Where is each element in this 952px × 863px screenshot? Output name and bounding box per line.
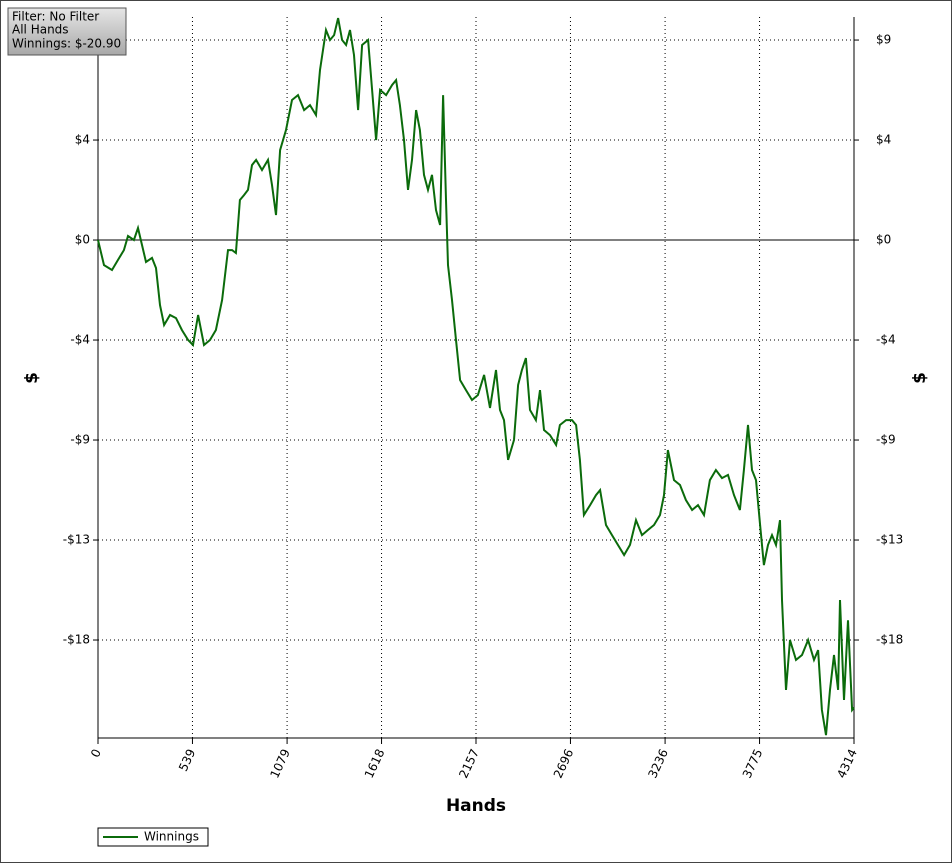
y2-tick-label: -$18 — [876, 633, 903, 647]
legend-label: Winnings — [144, 830, 199, 844]
info-box — [7, 7, 127, 56]
y2-tick-label: $4 — [876, 133, 891, 147]
x-axis-label: Hands — [446, 796, 506, 816]
y2-tick-label: $9 — [876, 33, 891, 47]
y-tick-label: $4 — [75, 133, 90, 147]
y-tick-label: -$13 — [63, 533, 90, 547]
info-line: All Hands — [12, 23, 69, 37]
y2-tick-label: -$9 — [876, 433, 896, 447]
series-line — [97, 17, 855, 736]
y2-axis-label: $ — [910, 372, 930, 384]
y-tick-label: -$18 — [63, 633, 90, 647]
y-tick-label: -$4 — [70, 333, 90, 347]
y2-tick-label: $0 — [876, 233, 891, 247]
legend — [97, 827, 209, 847]
y2-tick-label: -$13 — [876, 533, 903, 547]
info-line: Winnings: $-20.90 — [12, 37, 121, 51]
y2-tick-label: -$4 — [876, 333, 896, 347]
y-axis-label: $ — [22, 372, 42, 384]
y-tick-label: -$9 — [70, 433, 90, 447]
y-tick-label: $0 — [75, 233, 90, 247]
info-line: Filter: No Filter — [12, 10, 99, 24]
